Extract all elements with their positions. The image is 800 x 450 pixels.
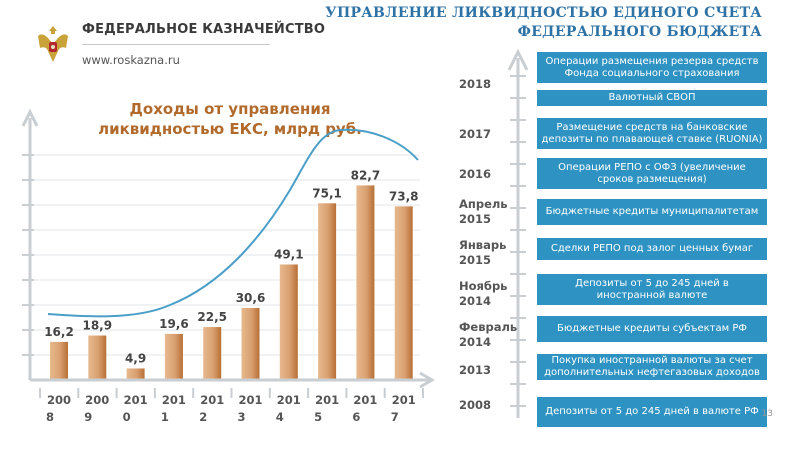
x-tick-label: 201 xyxy=(200,393,224,407)
bar-value-label: 19,6 xyxy=(159,317,189,331)
timeline-event: Валютный СВОП xyxy=(537,90,767,106)
timeline-event: Покупка иностранной валюты за счет допол… xyxy=(537,354,767,380)
timeline-year-line: 2017 xyxy=(459,127,492,141)
timeline-event: Бюджетные кредиты субъектам РФ xyxy=(537,316,767,342)
bar-value-label: 73,8 xyxy=(389,189,419,203)
bar xyxy=(203,327,222,380)
x-tick-label: 5 xyxy=(314,410,322,424)
timeline-arrow xyxy=(507,48,529,71)
chart-title-line2: ликвидностью ЕКС, млрд руб. xyxy=(98,120,362,138)
timeline-event: Депозиты от 5 до 245 дней в иностранной … xyxy=(537,274,767,305)
timeline-event: Депозиты от 5 до 245 дней в валюте РФ xyxy=(537,397,767,427)
y-axis-arrow xyxy=(21,108,39,127)
x-tick-label: 6 xyxy=(352,410,360,424)
timeline-year: 2016 xyxy=(459,167,491,182)
timeline-event: Операции РЕПО с ОФЗ (увеличение сроков р… xyxy=(537,158,767,189)
emblem-icon xyxy=(38,26,68,62)
org-url[interactable]: www.roskazna.ru xyxy=(82,53,180,67)
timeline-year: Январь 2015 xyxy=(459,238,506,268)
trend-curve xyxy=(47,128,419,318)
timeline-year: 2008 xyxy=(459,398,491,413)
bar xyxy=(164,333,183,380)
x-tick-label: 201 xyxy=(277,393,301,407)
bar xyxy=(88,335,107,380)
timeline-year-line: Январь xyxy=(459,238,507,252)
x-tick-label: 201 xyxy=(124,393,148,407)
timeline-year-line: 2015 xyxy=(459,212,492,226)
bar xyxy=(241,308,260,380)
bar xyxy=(279,264,298,380)
bar xyxy=(318,203,337,380)
timeline-year: 2018 xyxy=(459,77,491,92)
x-tick-label: 201 xyxy=(238,393,262,407)
bar-value-label: 82,7 xyxy=(351,168,381,182)
timeline-year-line: Апрель xyxy=(459,197,508,211)
timeline-year-line: 2018 xyxy=(459,77,492,91)
x-tick-label: 4 xyxy=(276,410,284,424)
x-tick-label: 7 xyxy=(391,410,399,424)
timeline-year-line: 2015 xyxy=(459,253,492,267)
org-name: ФЕДЕРАЛЬНОЕ КАЗНАЧЕЙСТВО xyxy=(82,22,326,37)
timeline-year-line: Февраль xyxy=(459,320,518,334)
x-tick-label: 201 xyxy=(353,393,377,407)
logo-divider xyxy=(82,44,270,45)
timeline-year-line: 2016 xyxy=(459,167,492,181)
x-tick-label: 200 xyxy=(47,393,71,407)
x-tick-label: 201 xyxy=(315,393,339,407)
timeline-event: Сделки РЕПО под залог ценных бумаг xyxy=(537,238,767,260)
timeline-year: Февраль 2014 xyxy=(459,320,517,350)
timeline-event: Размещение средств на банковские депозит… xyxy=(537,118,767,149)
bar xyxy=(50,341,68,380)
x-tick-label: 9 xyxy=(84,410,92,424)
page-title: УПРАВЛЕНИЕ ЛИКВИДНОСТЬЮ ЕДИНОГО СЧЕТА ФЕ… xyxy=(292,4,762,42)
bar-value-label: 75,1 xyxy=(312,186,342,200)
timeline-year: 2017 xyxy=(459,127,491,142)
chart-title-line1: Доходы от управления xyxy=(129,100,331,118)
page-title-line1: УПРАВЛЕНИЕ ЛИКВИДНОСТЬЮ ЕДИНОГО СЧЕТА xyxy=(325,5,762,21)
timeline-event: Бюджетные кредиты муниципалитетам xyxy=(537,199,767,225)
bar-value-label: 22,5 xyxy=(197,310,227,324)
bar-value-label: 16,2 xyxy=(44,325,74,339)
x-tick-label: 3 xyxy=(237,410,245,424)
timeline-year: Апрель 2015 xyxy=(459,197,508,227)
x-tick-label: 0 xyxy=(123,410,131,424)
bar-value-label: 18,9 xyxy=(82,319,112,333)
bar xyxy=(356,185,375,380)
timeline-year-line: 2014 xyxy=(459,335,492,349)
page-title-line2: ФЕДЕРАЛЬНОГО БЮДЖЕТА xyxy=(517,24,762,40)
bar xyxy=(394,206,413,380)
timeline-year: 2013 xyxy=(459,363,491,378)
chart-title: Доходы от управления ликвидностью ЕКС, м… xyxy=(80,99,380,139)
bar-value-label: 4,9 xyxy=(125,351,146,365)
x-tick-label: 2 xyxy=(199,410,207,424)
x-tick-label: 200 xyxy=(85,393,109,407)
timeline-year-line: 2013 xyxy=(459,363,492,377)
x-tick-label: 201 xyxy=(162,393,186,407)
timeline-year-line: Ноябрь xyxy=(459,279,508,293)
bar-value-label: 30,6 xyxy=(236,291,266,305)
bar xyxy=(126,368,145,380)
timeline-event: Операции размещения резерва средств Фонд… xyxy=(537,52,767,83)
x-tick-label: 1 xyxy=(161,410,169,424)
bar-value-label: 49,1 xyxy=(274,247,304,261)
page-number: 13 xyxy=(761,409,773,419)
x-axis-arrow xyxy=(419,371,435,389)
x-tick-label: 201 xyxy=(392,393,416,407)
timeline-year-line: 2008 xyxy=(459,398,492,412)
timeline-year-line: 2014 xyxy=(459,294,492,308)
timeline-year: Ноябрь 2014 xyxy=(459,279,507,309)
x-tick-label: 8 xyxy=(46,410,54,424)
